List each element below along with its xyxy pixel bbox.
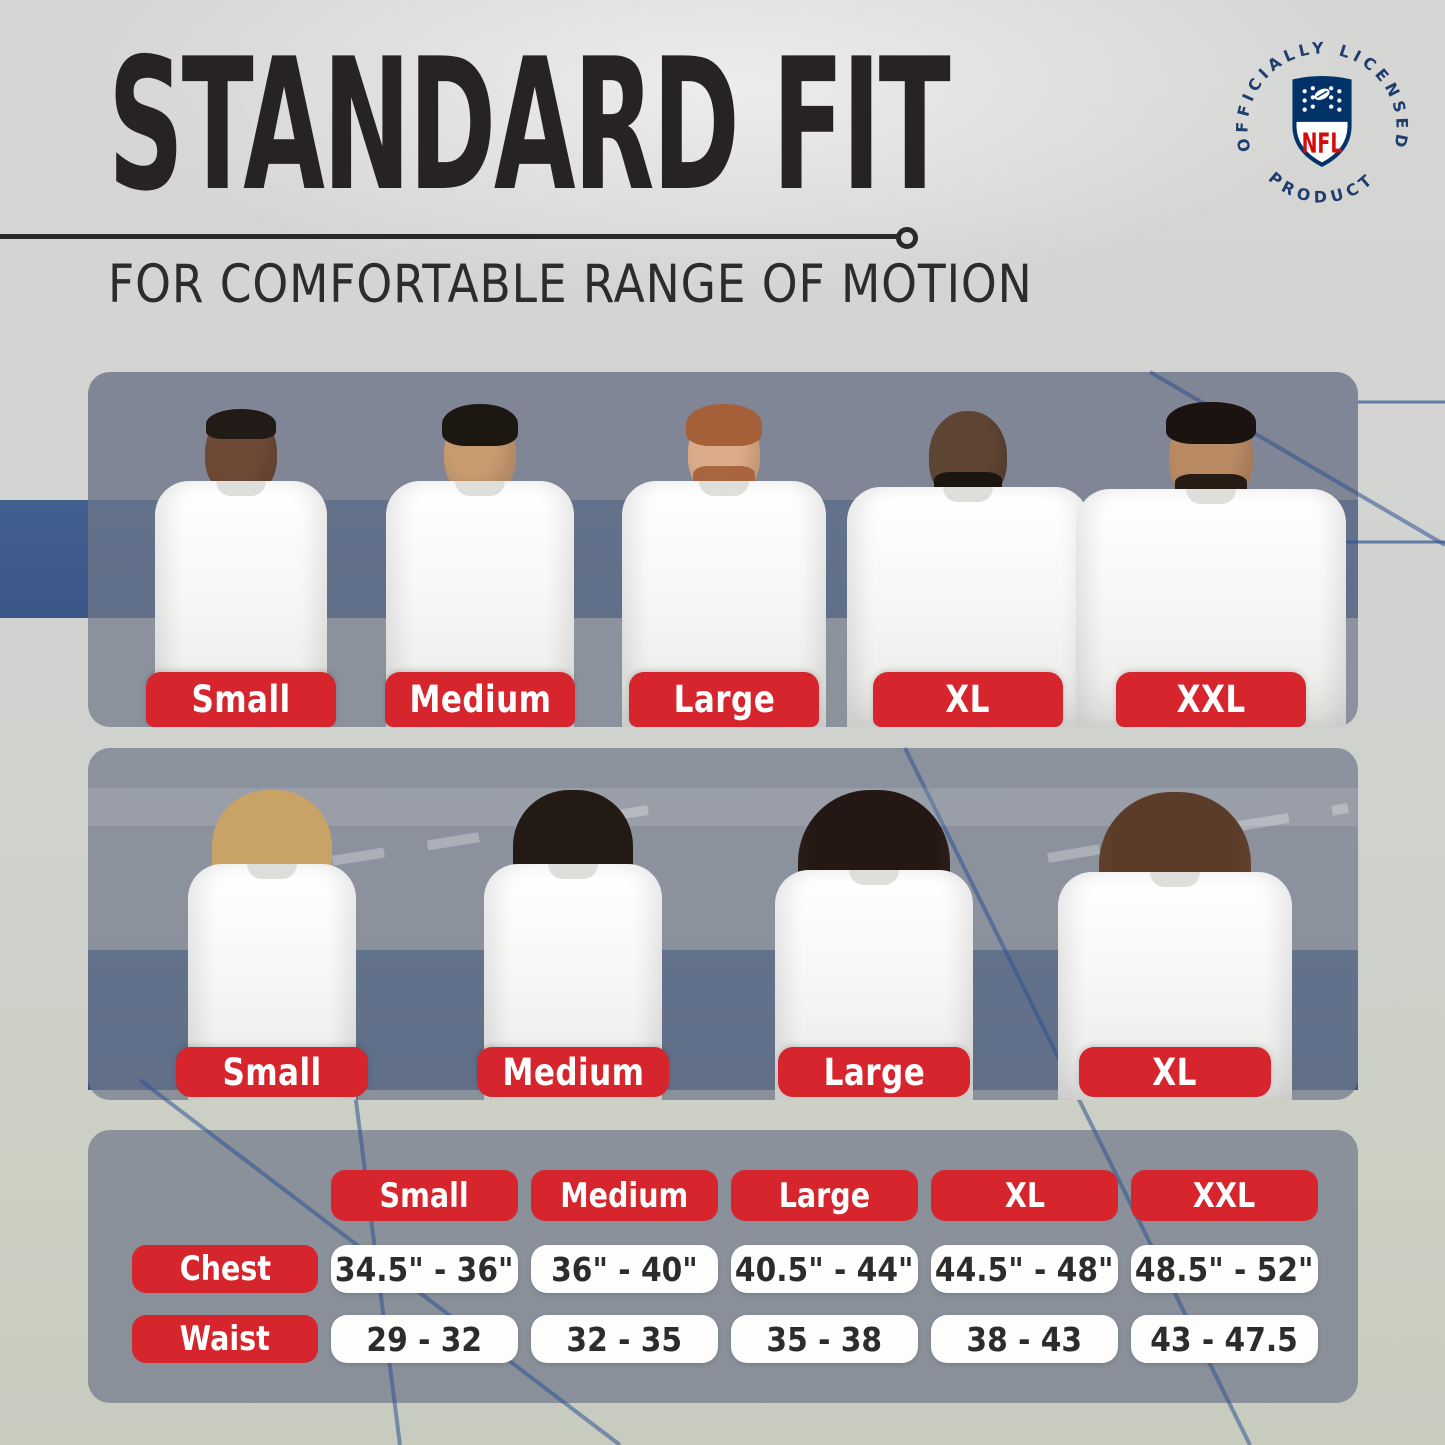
waist-small-value: 29 - 32: [331, 1315, 518, 1363]
waist-xl-value: 38 - 43: [931, 1315, 1118, 1363]
badge-arc-bottom: PRODUCT: [1265, 168, 1379, 207]
womens-size-label-medium: Medium: [477, 1047, 669, 1097]
col-header-small: Small: [331, 1170, 518, 1221]
col-header-xxl: XXL: [1131, 1170, 1318, 1221]
chest-small-value: 34.5" - 36": [331, 1245, 518, 1293]
chest-row: Chest 34.5" - 36" 36" - 40" 40.5" - 44" …: [88, 1245, 1358, 1293]
mens-size-label-small: Small: [146, 672, 336, 727]
col-header-medium: Medium: [531, 1170, 718, 1221]
chest-medium-value: 36" - 40": [531, 1245, 718, 1293]
title-underline: [0, 234, 900, 239]
row-header-waist: Waist: [132, 1315, 318, 1363]
col-header-xl: XL: [931, 1170, 1118, 1221]
size-table-header-row: Small Medium Large XL XXL: [88, 1170, 1358, 1221]
waist-xxl-value: 43 - 47.5: [1131, 1315, 1318, 1363]
waist-large-value: 35 - 38: [731, 1315, 918, 1363]
title-underline-end-dot: [896, 227, 918, 249]
nfl-shield-icon: NFL: [1292, 75, 1352, 168]
womens-size-label-small: Small: [176, 1047, 368, 1097]
page-subtitle: FOR COMFORTABLE RANGE OF MOTION: [108, 254, 1033, 315]
waist-row: Waist 29 - 32 32 - 35 35 - 38 38 - 43 43…: [88, 1315, 1358, 1363]
table-corner-spacer: [132, 1170, 318, 1221]
mens-size-label-medium: Medium: [385, 672, 575, 727]
womens-row-content: Small Medium Large XL: [88, 748, 1358, 1100]
mens-size-label-xl: XL: [873, 672, 1063, 727]
page-title: STANDARD FIT: [108, 19, 951, 231]
nfl-licensed-badge: OFFICIALLY LICENSED PRODUCT NFL: [1232, 38, 1407, 207]
nfl-shield-label: NFL: [1302, 127, 1343, 159]
col-header-large: Large: [731, 1170, 918, 1221]
row-header-chest: Chest: [132, 1245, 318, 1293]
mens-size-label-large: Large: [629, 672, 819, 727]
chest-xxl-value: 48.5" - 52": [1131, 1245, 1318, 1293]
mens-size-label-xxl: XXL: [1116, 672, 1306, 727]
womens-size-label-large: Large: [778, 1047, 970, 1097]
size-table: Small Medium Large XL XXL Chest 34.5" - …: [88, 1130, 1358, 1403]
chest-xl-value: 44.5" - 48": [931, 1245, 1118, 1293]
chest-large-value: 40.5" - 44": [731, 1245, 918, 1293]
mens-row-content: Small Medium Large XL XXL: [88, 372, 1358, 727]
waist-medium-value: 32 - 35: [531, 1315, 718, 1363]
womens-size-label-xl: XL: [1079, 1047, 1271, 1097]
